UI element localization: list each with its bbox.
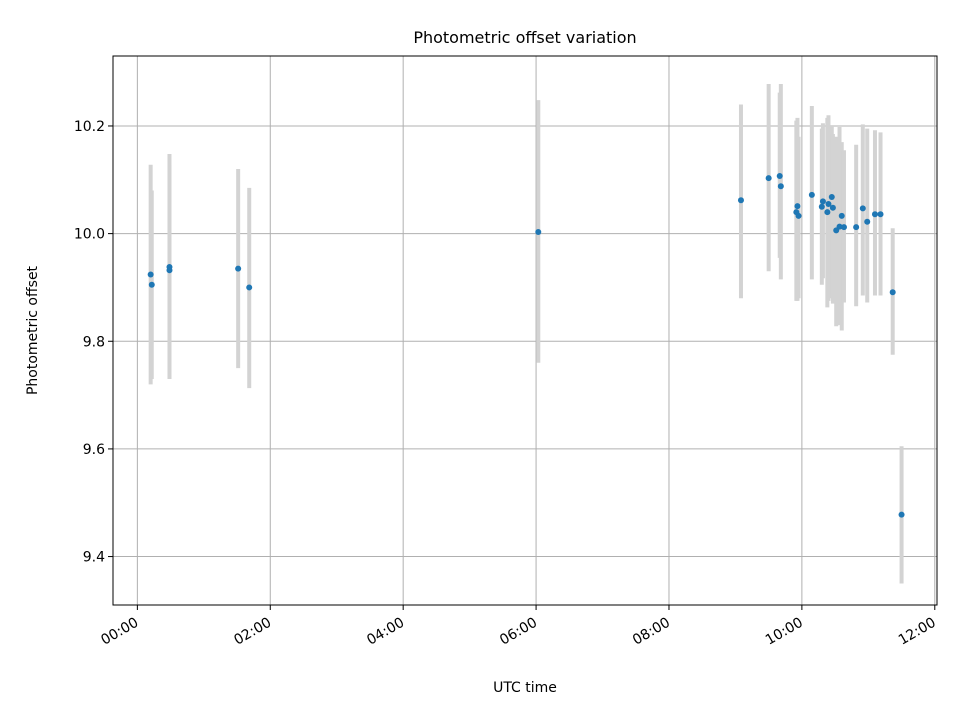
data-point-16 — [819, 198, 826, 205]
y-tick-label-0: 9.4 — [83, 550, 105, 566]
plot-frame — [112, 55, 938, 606]
data-point-18 — [825, 201, 832, 208]
data-point-14 — [808, 191, 815, 198]
chart-title: Photometric offset variation — [413, 28, 636, 47]
data-point-1 — [148, 281, 155, 288]
y-axis-ticks: 9.4 9.6 9.8 10.0 10.2 — [74, 119, 113, 566]
data-point-17 — [824, 209, 831, 216]
y-tick-label-2: 9.8 — [83, 334, 105, 350]
data-point-31 — [898, 511, 905, 518]
data-point-10 — [777, 183, 784, 190]
data-point-19 — [828, 194, 835, 201]
data-point-15 — [818, 203, 825, 210]
data-point-3 — [166, 267, 173, 274]
data-point-7 — [737, 197, 744, 204]
data-point-13 — [795, 212, 802, 219]
data-point-30 — [889, 289, 896, 296]
data-point-23 — [838, 212, 845, 219]
data-point-4 — [235, 265, 242, 272]
data-point-27 — [864, 218, 871, 225]
data-point-29 — [877, 211, 884, 218]
data-point-26 — [859, 205, 866, 212]
data-point-6 — [535, 229, 542, 236]
data-point-5 — [246, 284, 253, 291]
y-tick-label-3: 10.0 — [74, 227, 105, 243]
data-point-20 — [829, 204, 836, 211]
y-axis-label: Photometric offset — [25, 265, 41, 395]
data-point-12 — [794, 203, 801, 210]
data-point-24 — [840, 224, 847, 231]
data-point-8 — [765, 175, 772, 182]
x-axis-label: UTC time — [493, 680, 557, 696]
data-points — [147, 173, 905, 518]
data-point-9 — [776, 173, 783, 180]
data-point-28 — [871, 211, 878, 218]
data-point-25 — [853, 224, 860, 231]
y-tick-label-4: 10.2 — [74, 119, 105, 135]
y-tick-label-1: 9.6 — [83, 442, 105, 458]
data-point-0 — [147, 271, 154, 278]
data-point-22 — [836, 223, 843, 230]
